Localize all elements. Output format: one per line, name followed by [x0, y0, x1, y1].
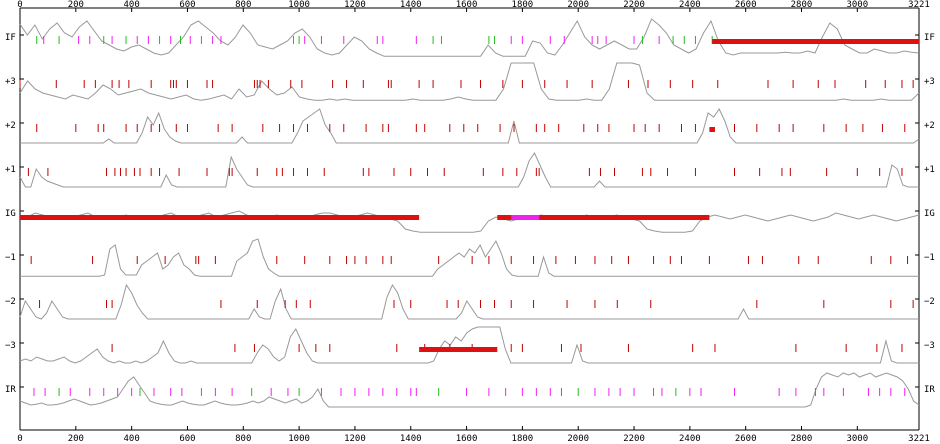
track-label-right: +3 [924, 77, 935, 87]
orf-segment-bar [709, 127, 715, 132]
track-profile-line [19, 372, 920, 408]
track-profile-line [19, 151, 919, 188]
axes-layer: 0 0 200 200 400 400 600 600 800 800 1000 1000 1200 12… [17, 0, 930, 444]
track-label-left: −3 [5, 341, 16, 351]
top-tick-label: 1800 [512, 0, 534, 10]
track-profile-line [20, 107, 920, 144]
bottom-tick-label: 1800 [512, 434, 534, 444]
orf-segment-bar [20, 215, 420, 220]
track-profile-line [19, 18, 920, 57]
bottom-tick-label: 1600 [456, 434, 478, 444]
track-label-left: IG [5, 209, 16, 219]
track-label-left: −1 [5, 253, 16, 263]
bottom-tick-label: 200 [68, 434, 84, 444]
top-tick-label: 1400 [400, 0, 422, 10]
bottom-tick-label: 1200 [344, 434, 366, 444]
track-label-left: +1 [5, 165, 16, 175]
top-tick-label: 600 [179, 0, 195, 10]
top-tick-label: 2200 [623, 0, 645, 10]
bottom-tick-label: 2800 [791, 434, 813, 444]
bottom-tick-label: 2000 [567, 434, 589, 444]
top-tick-label: 2000 [567, 0, 589, 10]
orf-highlight-bar [511, 215, 540, 220]
bottom-tick-label: 600 [179, 434, 195, 444]
top-tick-label: 1000 [288, 0, 310, 10]
track-label-right: IR [924, 385, 935, 395]
orf-segment-bar [497, 215, 710, 220]
top-tick-label: 400 [124, 0, 140, 10]
bottom-tick-label: 3000 [846, 434, 868, 444]
track-label-right: +1 [924, 165, 935, 175]
track-label-right: −1 [924, 253, 935, 263]
top-tick-label: 3221 [908, 0, 930, 10]
top-tick-label: 1600 [456, 0, 478, 10]
bottom-tick-label: 2400 [679, 434, 701, 444]
track-profile-line [19, 62, 920, 101]
top-tick-label: 3000 [846, 0, 868, 10]
bottom-tick-label: 0 [17, 434, 22, 444]
top-tick-label: 2600 [735, 0, 757, 10]
bottom-tick-label: 1400 [400, 434, 422, 444]
top-tick-label: 0 [17, 0, 22, 10]
track-label-right: IF [924, 33, 935, 43]
top-tick-label: 2800 [791, 0, 813, 10]
track-label-right: −3 [924, 341, 935, 351]
top-tick-label: 1200 [344, 0, 366, 10]
track-label-left: −2 [5, 297, 16, 307]
track-label-left: IR [5, 385, 16, 395]
track-label-right: +2 [924, 121, 935, 131]
bottom-tick-label: 800 [235, 434, 251, 444]
top-tick-label: 800 [235, 0, 251, 10]
orf-segment-bar [419, 347, 498, 352]
track-label-left: IF [5, 33, 16, 43]
track-profile-line [19, 210, 920, 233]
track-label-left: +2 [5, 121, 16, 131]
bottom-tick-label: 400 [124, 434, 140, 444]
orf-segment-bar [712, 39, 919, 44]
bottom-tick-label: 2600 [735, 434, 757, 444]
track-label-right: −2 [924, 297, 935, 307]
bottom-tick-label: 2200 [623, 434, 645, 444]
track-label-left: +3 [5, 77, 16, 87]
track-profile-line [20, 238, 919, 277]
bottom-tick-label: 3221 [908, 434, 930, 444]
track-label-right: IG [924, 209, 935, 219]
track-profile-line [19, 326, 919, 364]
top-tick-label: 200 [68, 0, 84, 10]
tracks-layer: IF IF +3 +3 +2 +2 +1 +1 IG IG −1 −1 −2 −2 −3 −3 IR IR [5, 18, 935, 408]
bottom-tick-label: 1000 [288, 434, 310, 444]
top-tick-label: 2400 [679, 0, 701, 10]
track-profile-line [19, 283, 919, 320]
